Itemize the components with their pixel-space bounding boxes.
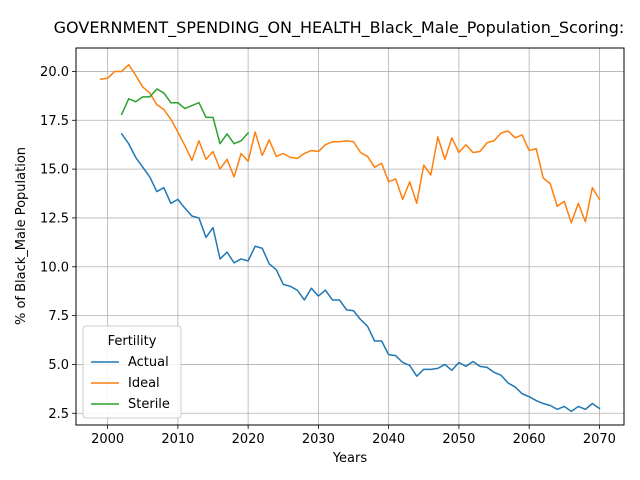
legend-label-actual: Actual [128, 355, 169, 370]
x-tick-label: 2060 [513, 432, 546, 447]
legend-label-ideal: Ideal [128, 376, 160, 391]
x-tick-label: 2050 [442, 432, 475, 447]
series-line-sterile [120, 88, 250, 145]
x-tick-label: 2070 [583, 432, 616, 447]
y-tick-label: 12.5 [40, 211, 69, 226]
y-tick-label: 17.5 [40, 114, 69, 129]
y-tick-label: 15.0 [40, 163, 69, 178]
y-tick-label: 20.0 [40, 65, 69, 80]
y-tick-label: 2.5 [48, 407, 69, 422]
legend-label-sterile: Sterile [128, 397, 170, 412]
x-axis-ticks: 2000 2010 2020 2030 2040 2050 2060 2070 [91, 425, 616, 447]
chart-title: GOVERNMENT_SPENDING_ON_HEALTH_Black_Male… [54, 18, 625, 38]
series-line-ideal [99, 63, 601, 224]
series-line-actual [120, 132, 601, 413]
y-axis-label: % of Black_Male Population [14, 147, 29, 325]
x-tick-label: 2010 [161, 432, 194, 447]
y-tick-label: 7.5 [48, 309, 69, 324]
x-tick-label: 2030 [302, 432, 335, 447]
x-axis-label: Years [332, 451, 368, 466]
y-tick-label: 10.0 [40, 260, 69, 275]
legend-title: Fertility [108, 334, 157, 349]
x-tick-label: 2040 [372, 432, 405, 447]
legend-box [82, 325, 182, 419]
x-tick-label: 2000 [91, 432, 124, 447]
legend: Fertility Actual Ideal Sterile [82, 325, 182, 419]
series-lines [99, 63, 601, 413]
x-tick-label: 2020 [232, 432, 265, 447]
y-axis-ticks: 2.5 5.0 7.5 10.0 12.5 15.0 17.5 20.0 [40, 65, 76, 422]
y-tick-label: 5.0 [48, 358, 69, 373]
plot-frame [75, 47, 625, 426]
